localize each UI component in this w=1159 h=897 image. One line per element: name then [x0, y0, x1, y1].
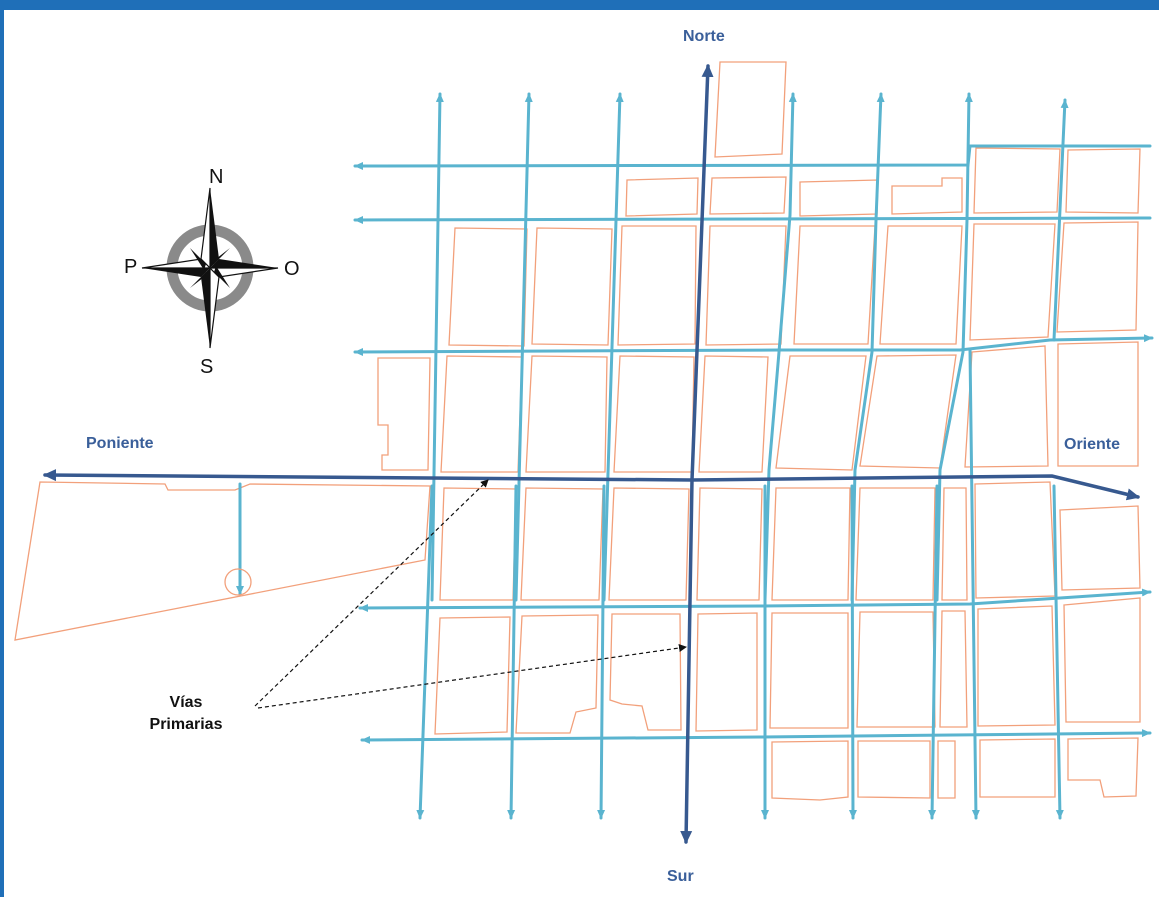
block	[970, 224, 1055, 340]
block	[980, 739, 1055, 797]
block	[614, 356, 694, 472]
block	[706, 226, 786, 345]
secondary-road	[852, 94, 881, 600]
compass-s: S	[200, 356, 213, 379]
block	[880, 226, 962, 344]
secondary-road	[516, 94, 529, 600]
block	[449, 228, 527, 346]
label-west: Poniente	[86, 435, 154, 453]
block	[858, 741, 930, 798]
secondary-road	[355, 218, 1150, 220]
annotation-line2: Primarias	[128, 714, 244, 736]
primary-road-east	[692, 476, 1138, 497]
secondary-road	[355, 350, 780, 352]
block	[772, 488, 850, 600]
secondary-road	[760, 733, 1150, 737]
block	[940, 611, 967, 727]
block	[1057, 222, 1138, 332]
block	[974, 148, 1060, 213]
primary-road-north	[692, 66, 708, 480]
block	[441, 356, 522, 472]
annotation-label: Vías Primarias	[128, 692, 244, 736]
compass-n: N	[209, 166, 223, 189]
block	[610, 614, 681, 730]
block	[697, 488, 762, 600]
annotation-arrow	[258, 647, 686, 708]
block	[942, 488, 967, 600]
cul-de-sac	[225, 569, 251, 595]
annotation-line1: Vías	[128, 692, 244, 714]
block	[856, 488, 935, 600]
block	[710, 177, 786, 214]
secondary-road	[852, 486, 853, 818]
block	[516, 615, 598, 733]
block	[857, 612, 935, 727]
block	[1068, 738, 1138, 797]
block	[1064, 598, 1140, 722]
secondary-road	[937, 94, 969, 600]
block	[626, 178, 698, 216]
label-south: Sur	[667, 868, 694, 886]
block	[794, 226, 875, 344]
block	[526, 356, 607, 472]
compass-o: O	[284, 258, 300, 281]
secondary-road	[765, 94, 793, 600]
primary-road-west	[45, 475, 692, 480]
block	[532, 228, 612, 345]
block	[15, 482, 430, 640]
block	[772, 741, 848, 800]
block	[699, 356, 768, 472]
compass-p: P	[124, 256, 137, 279]
block	[435, 617, 510, 734]
block	[378, 358, 430, 470]
block	[776, 356, 866, 470]
block	[800, 180, 878, 216]
label-east: Oriente	[1064, 436, 1120, 454]
block	[770, 613, 848, 728]
secondary-road	[1054, 100, 1065, 340]
block	[938, 741, 955, 798]
block	[440, 488, 516, 600]
primary-road-south	[686, 480, 692, 842]
block	[521, 488, 603, 600]
secondary-road	[432, 94, 440, 600]
label-north: Norte	[683, 28, 725, 46]
block	[860, 355, 956, 468]
block	[609, 488, 689, 600]
secondary-road	[511, 486, 516, 818]
annotation-arrow	[255, 480, 488, 706]
block	[978, 606, 1055, 726]
secondary-road	[760, 592, 1150, 606]
block	[1066, 149, 1140, 213]
block	[965, 346, 1048, 467]
annotation-arrows	[255, 480, 686, 708]
block	[696, 613, 757, 731]
secondary-road	[970, 350, 976, 818]
block	[975, 482, 1055, 598]
secondary-road	[360, 606, 760, 608]
block	[618, 226, 696, 345]
block	[715, 62, 786, 157]
block	[892, 178, 962, 214]
compass-rose-icon	[142, 188, 278, 348]
block	[1060, 506, 1140, 590]
